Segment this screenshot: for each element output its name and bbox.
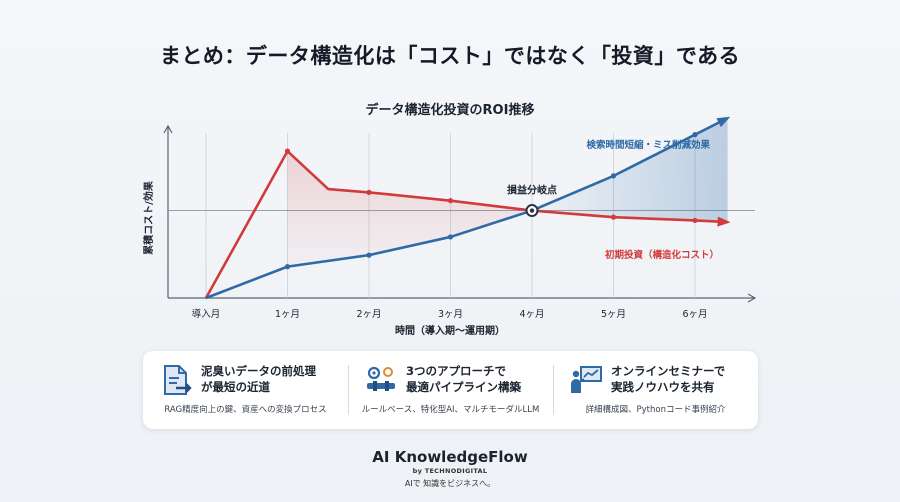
data-point	[610, 173, 617, 179]
data-point	[692, 217, 698, 224]
feature-subtitle: ルールベース、特化型AI、マルチモーダルLLM	[361, 405, 540, 415]
break-even-marker-dot	[529, 208, 535, 213]
data-point	[366, 189, 372, 195]
feature-subtitle: RAG精度向上の鍵、資産への変換プロセス	[164, 405, 327, 415]
brand-byline: by TECHNODIGITAL	[412, 467, 488, 475]
data-point	[447, 198, 454, 204]
series-arrowhead	[717, 216, 731, 227]
feature-card-pipeline: 3つのアプローチで 最適パイプライン構築 ルールベース、特化型AI、マルチモーダ…	[348, 351, 553, 429]
x-tick-label: 3ヶ月	[438, 309, 463, 320]
x-tick-label: 4ヶ月	[519, 309, 544, 320]
feature-card-seminar: オンラインセミナーで 実践ノウハウを共有 詳細構成図、Pythonコード事例紹介	[553, 351, 758, 429]
x-tick-label: 5ヶ月	[601, 309, 626, 320]
brand-tagline: AIで 知識をビジネスへ。	[404, 479, 496, 488]
feature-card-preprocessing: 泥臭いデータの前処理 が最短の近道 RAG精度向上の鍵、資産への変換プロセス	[143, 351, 348, 429]
benefit-series-line	[205, 116, 729, 300]
feature-title: 3つのアプローチで 最適パイプライン構築	[406, 364, 521, 394]
feature-title: オンラインセミナーで 実践ノウハウを共有	[611, 364, 726, 394]
brand-name: AI KnowledgeFlow	[372, 448, 528, 466]
feature-title: 泥臭いデータの前処理 が最短の近道	[201, 364, 316, 394]
feature-panel: 泥臭いデータの前処理 が最短の近道 RAG精度向上の鍵、資産への変換プロセス 3…	[143, 351, 758, 429]
document-arrow-icon	[164, 365, 192, 395]
data-point	[692, 132, 698, 138]
page-headline: まとめ：データ構造化は「コスト」ではなく「投資」である	[159, 44, 741, 68]
x-tick-label: 1ヶ月	[275, 309, 300, 320]
y-axis-label: 累積コスト/効果	[142, 180, 155, 255]
cost-area	[287, 151, 532, 267]
roi-line-chart: データ構造化投資のROI推移 累積コスト/効果 時間（導入期〜運用期） 導入月 1…	[142, 102, 757, 337]
presenter-board-icon	[571, 366, 602, 393]
data-point	[284, 148, 291, 154]
data-point	[284, 264, 291, 270]
x-tick-label: 6ヶ月	[682, 309, 707, 320]
series-arrowhead	[716, 116, 731, 128]
x-axis-label: 時間（導入期〜運用期）	[395, 324, 505, 337]
y-axis-arrow	[163, 124, 173, 134]
data-point	[447, 234, 454, 240]
data-point	[366, 252, 372, 258]
x-axis-arrow	[747, 293, 757, 303]
benefit-series-label: 検索時間短縮・ミス削減効果	[586, 139, 710, 151]
data-point	[610, 214, 617, 220]
x-tick-label: 導入月	[192, 308, 221, 320]
cost-series-label: 初期投資（構造化コスト）	[605, 249, 719, 261]
chart-title: データ構造化投資のROI推移	[366, 102, 535, 118]
pipeline-gear-icon	[367, 366, 395, 391]
break-even-label: 損益分岐点	[507, 184, 557, 197]
feature-subtitle: 詳細構成図、Pythonコード事例紹介	[585, 405, 726, 415]
x-tick-label: 2ヶ月	[356, 309, 381, 320]
